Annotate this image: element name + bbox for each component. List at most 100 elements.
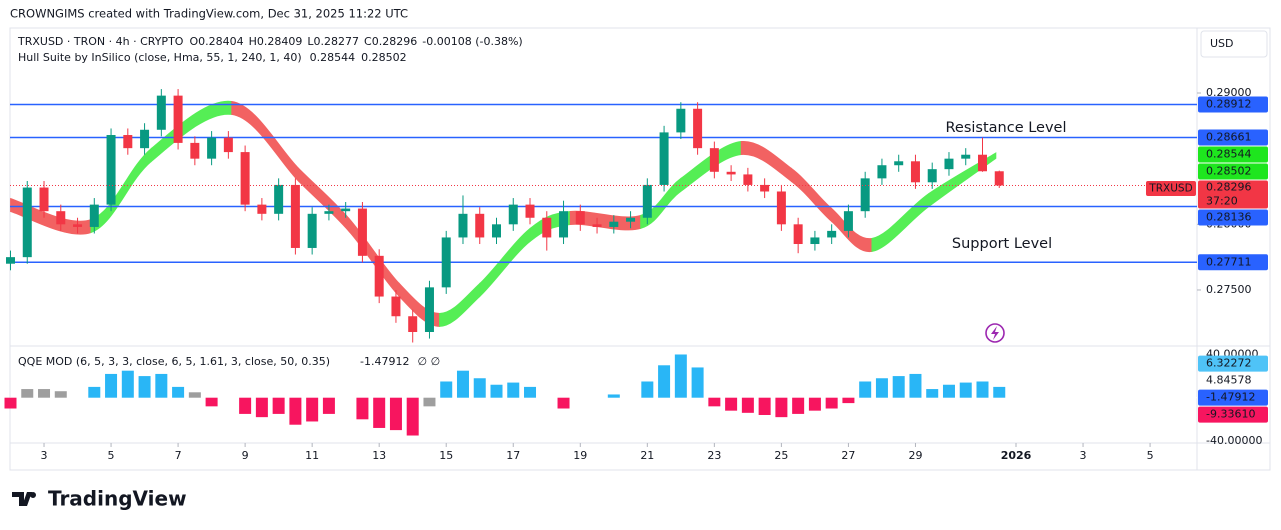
qqe-bar bbox=[356, 397, 369, 420]
qqe-bar bbox=[607, 394, 620, 398]
qqe-bar bbox=[691, 367, 704, 398]
axis-label: -9.33610 bbox=[1206, 408, 1255, 421]
candle-body bbox=[609, 221, 619, 227]
qqe-bar bbox=[289, 397, 302, 425]
candle-body bbox=[274, 184, 284, 214]
qqe-bar bbox=[440, 381, 453, 398]
qqe-bar bbox=[892, 376, 905, 398]
candle-body bbox=[693, 108, 703, 149]
candle-body bbox=[341, 208, 351, 212]
candle-body bbox=[391, 296, 401, 317]
qqe-bar bbox=[875, 378, 888, 398]
candle-body bbox=[190, 142, 200, 159]
qqe-bar bbox=[172, 386, 185, 398]
candle-body bbox=[508, 204, 518, 225]
candle-body bbox=[408, 316, 418, 332]
candle-body bbox=[626, 217, 636, 222]
x-tick-label: 13 bbox=[372, 449, 386, 462]
candle-body bbox=[760, 184, 770, 192]
qqe-name: QQE MOD (6, 5, 3, 3, close, 6, 5, 1.61, … bbox=[18, 355, 330, 368]
annotation: Resistance Level bbox=[945, 120, 1066, 136]
qqe-bar bbox=[406, 397, 419, 436]
axis-label: 0.28296 bbox=[1206, 181, 1252, 194]
x-tick-label: 7 bbox=[175, 449, 182, 462]
alert-icon[interactable] bbox=[985, 323, 1005, 343]
axis-label-box bbox=[1198, 180, 1268, 209]
axis-label-box bbox=[1198, 163, 1268, 180]
ohlc-value: 0.28277 bbox=[314, 35, 360, 48]
candle-body bbox=[592, 224, 602, 227]
candle-body bbox=[894, 161, 904, 166]
candle-body bbox=[240, 152, 250, 205]
candle-body bbox=[89, 204, 99, 227]
candle-body bbox=[140, 129, 150, 149]
qqe-bar bbox=[490, 384, 503, 398]
candle-body bbox=[793, 224, 803, 245]
axis-label-box bbox=[1198, 129, 1268, 146]
ohlc-value: 0.28404 bbox=[198, 35, 244, 48]
x-tick-label: 3 bbox=[41, 449, 48, 462]
axis-label-box bbox=[1198, 389, 1268, 406]
candle-body bbox=[542, 217, 552, 238]
qqe-bar bbox=[255, 397, 268, 418]
currency-button[interactable] bbox=[1200, 30, 1268, 58]
chart-frame bbox=[9, 27, 1271, 471]
x-tick-label: 5 bbox=[1147, 449, 1154, 462]
qqe-bar bbox=[976, 381, 989, 398]
qqe-bar bbox=[909, 373, 922, 398]
qqe-bar bbox=[859, 381, 872, 398]
candle-body bbox=[173, 95, 183, 143]
qqe-bar bbox=[758, 397, 771, 415]
candle-body bbox=[860, 178, 870, 212]
candle-body bbox=[709, 148, 719, 172]
candle-body bbox=[559, 211, 569, 238]
qqe-bar bbox=[725, 397, 738, 411]
x-tick-label: 15 bbox=[439, 449, 453, 462]
candle-body bbox=[843, 211, 853, 231]
qqe-bar bbox=[658, 365, 671, 398]
candle-body bbox=[374, 255, 384, 297]
qqe-bar bbox=[641, 381, 654, 398]
candle-body bbox=[156, 95, 166, 130]
qqe-bar bbox=[524, 386, 537, 398]
hull-value: 0.28502 bbox=[361, 51, 407, 64]
qqe-bar bbox=[674, 354, 687, 398]
ohlc-value: 0.28296 bbox=[372, 35, 418, 48]
candle-body bbox=[575, 211, 585, 225]
qqe-bar bbox=[88, 386, 101, 398]
qqe-bar bbox=[792, 397, 805, 414]
qqe-bar bbox=[708, 397, 721, 407]
watermark-header: CROWNGIMS created with TradingView.com, … bbox=[10, 7, 408, 21]
candle-body bbox=[810, 237, 820, 245]
candle-body bbox=[676, 108, 686, 133]
x-tick-label: 19 bbox=[573, 449, 587, 462]
axis-label-box bbox=[1198, 146, 1268, 163]
change: -0.00108 (-0.38%) bbox=[422, 35, 522, 48]
axis-label-box bbox=[1198, 355, 1268, 372]
candle-body bbox=[290, 184, 300, 248]
ohlc-value: 0.28409 bbox=[257, 35, 303, 48]
axis-label-box bbox=[1198, 209, 1268, 226]
axis-label-box bbox=[1198, 406, 1268, 423]
hull-value: 0.28544 bbox=[310, 51, 356, 64]
qqe-bar bbox=[389, 397, 402, 431]
candle-body bbox=[458, 213, 468, 238]
candle-body bbox=[827, 230, 837, 238]
candle-body bbox=[910, 161, 920, 183]
x-tick-label: 23 bbox=[707, 449, 721, 462]
qqe-bar bbox=[306, 397, 319, 422]
qqe-bar bbox=[959, 382, 972, 398]
x-tick-label: 25 bbox=[774, 449, 788, 462]
qqe-bar bbox=[54, 391, 67, 398]
candle-body bbox=[6, 257, 16, 264]
candle-body bbox=[73, 224, 83, 227]
qqe-bar bbox=[456, 370, 469, 398]
x-tick-label: 17 bbox=[506, 449, 520, 462]
axis-label-box bbox=[1198, 96, 1268, 113]
qqe-bar bbox=[942, 384, 955, 398]
currency[interactable]: USD bbox=[1210, 37, 1234, 50]
hull-name: Hull Suite by InSilico (close, Hma, 55, … bbox=[18, 51, 302, 64]
candle-body bbox=[994, 171, 1004, 186]
axis-label: 0.28661 bbox=[1206, 131, 1252, 144]
